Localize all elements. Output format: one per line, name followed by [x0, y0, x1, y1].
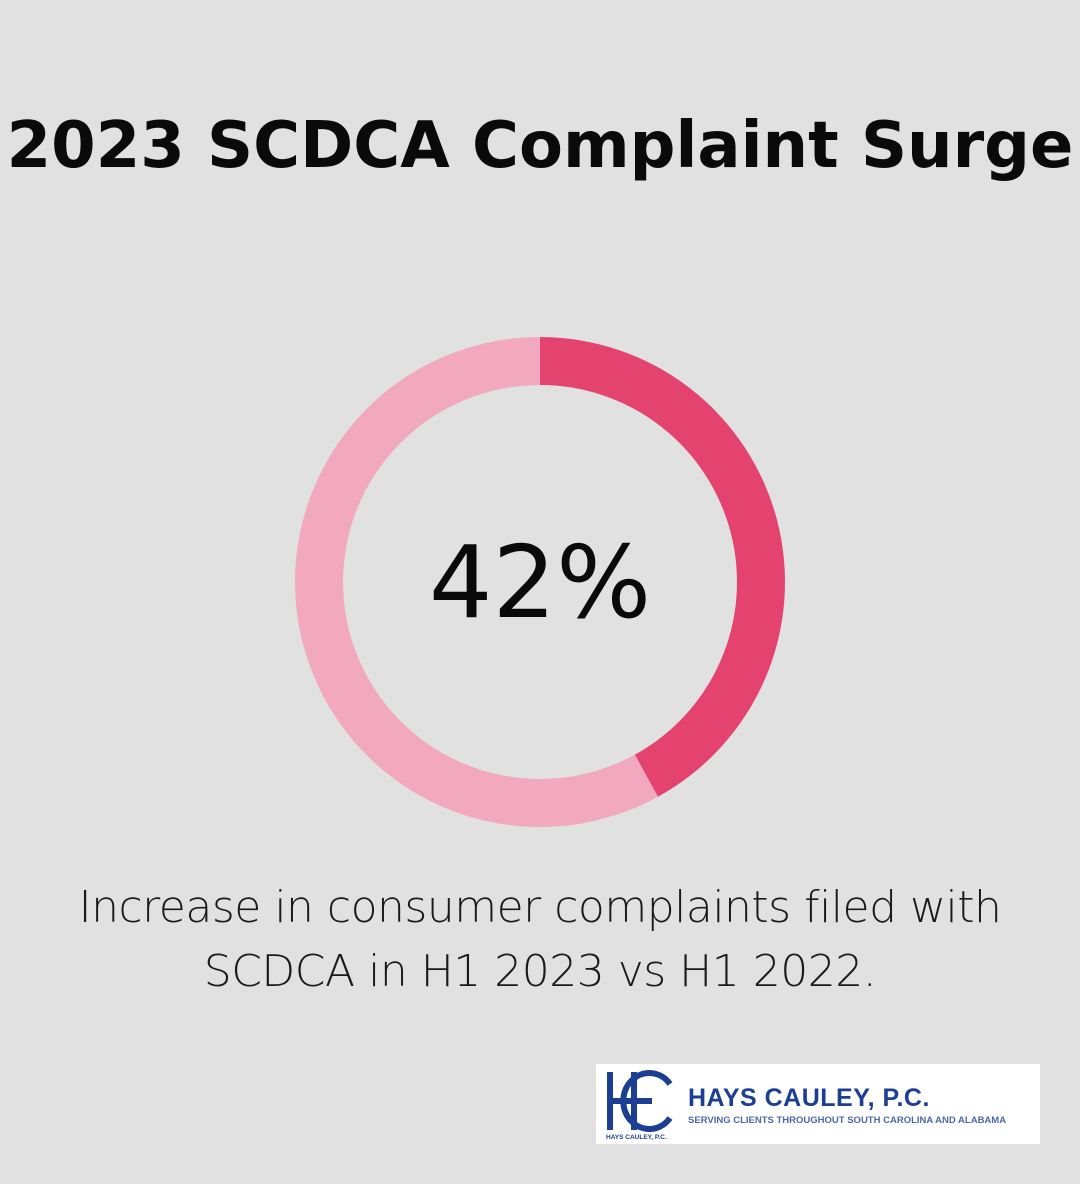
donut-segment-value: [540, 337, 785, 797]
donut-segment-remainder: [294, 337, 659, 827]
donut-chart: [294, 337, 785, 827]
logo-tagline: SERVING CLIENTS THROUGHOUT SOUTH CAROLIN…: [688, 1115, 1007, 1126]
chart-caption: Increase in consumer complaints filed wi…: [78, 882, 1002, 997]
logo-small-name: HAYS CAULEY, P.C.: [606, 1134, 667, 1141]
hc-monogram-icon: [607, 1070, 673, 1132]
company-logo: HAYS CAULEY, P.C. SERVING CLIENTS THROUG…: [596, 1064, 1040, 1144]
center-value: 42%: [428, 523, 652, 641]
logo-name: HAYS CAULEY, P.C.: [688, 1084, 930, 1112]
chart-title: 2023 SCDCA Complaint Surge: [6, 109, 1074, 183]
